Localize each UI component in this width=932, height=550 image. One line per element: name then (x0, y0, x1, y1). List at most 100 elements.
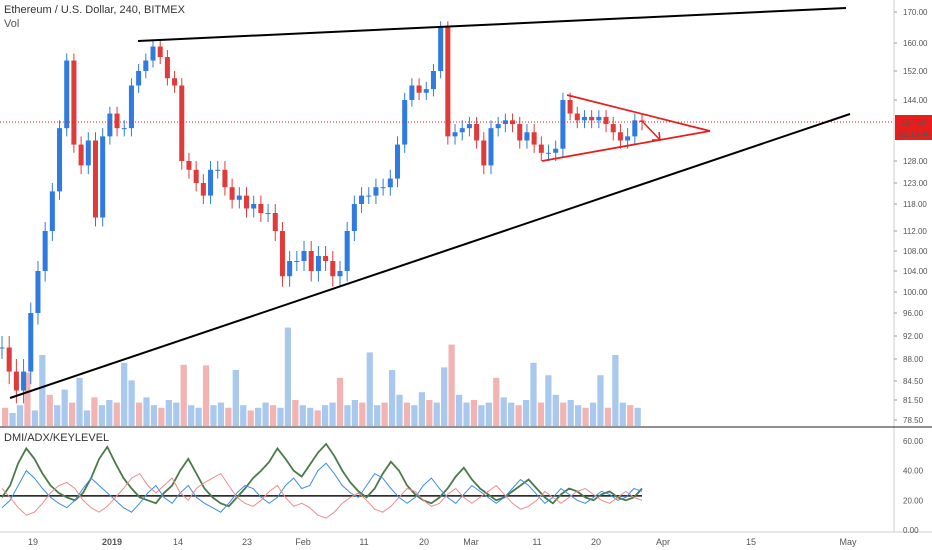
candle-body (625, 136, 631, 141)
candle-body (164, 57, 170, 79)
x-tick-label: 20 (419, 537, 429, 547)
candle-body (423, 89, 429, 93)
candle-body (366, 195, 372, 197)
candle-body (265, 213, 271, 214)
volume-bar (351, 400, 359, 426)
x-tick-label: 11 (359, 537, 368, 547)
volume-bar (106, 400, 113, 426)
current-price-label: 137.50 (901, 118, 926, 127)
candle-body (445, 27, 451, 137)
candle-body (402, 100, 408, 145)
volume-bar (210, 405, 217, 426)
volume-bar (619, 402, 626, 426)
volume-bar (98, 405, 105, 426)
candle-body (574, 113, 580, 121)
volume-bar (269, 405, 277, 426)
volume-bar (150, 405, 158, 426)
y-tick-label: 128.00 (903, 157, 928, 166)
indicator-label: DMI/ADX/KEYLEVEL (4, 432, 110, 444)
candle-body (416, 85, 422, 93)
x-tick-label: May (839, 537, 857, 547)
ascending-trendline (9, 113, 851, 399)
volume-bar (173, 402, 180, 426)
volume-bar (91, 397, 98, 426)
candle-body (49, 191, 55, 231)
volume-bar (552, 394, 559, 426)
volume-bar (329, 402, 336, 426)
y-tick-label: 152.00 (903, 67, 928, 76)
x-tick-label: 11 (532, 537, 541, 547)
candle-body (474, 124, 480, 141)
y-tick-label: 108.00 (903, 247, 928, 256)
candle-body (28, 313, 34, 372)
volume-bar (54, 405, 61, 426)
candle-body (581, 116, 587, 121)
candle-body (243, 195, 250, 209)
candle-body (21, 371, 27, 391)
y-tick-label: 96.00 (903, 309, 924, 318)
candle-body (617, 132, 623, 141)
candle-body (488, 128, 494, 166)
y-tick-label: 104.00 (903, 267, 928, 276)
candle-body (128, 85, 134, 129)
candle-body (466, 124, 472, 129)
candle-body (308, 251, 314, 271)
y-tick-label: 170.00 (903, 8, 928, 17)
volume-bar (46, 394, 53, 426)
volume-bar (158, 407, 165, 426)
volume-bar (567, 400, 574, 426)
candle-body (42, 231, 48, 271)
candle-body (330, 261, 336, 277)
candle-body (272, 213, 278, 231)
candle-body (107, 113, 113, 137)
candle-body (452, 132, 458, 137)
y-tick-label: 84.50 (903, 377, 924, 386)
candle-body (546, 152, 552, 154)
volume-bar (418, 392, 425, 426)
candle-body (143, 60, 149, 71)
candle-body (13, 371, 19, 391)
volume-bar (344, 405, 351, 426)
candle-body (481, 140, 487, 166)
arrow-shaft (642, 121, 661, 141)
volume-bar (314, 410, 321, 426)
volume-bar (411, 405, 418, 426)
candle-body (251, 204, 257, 209)
volume-bar (560, 402, 567, 426)
candle-body (538, 144, 544, 153)
indicator-y-tick: 40.00 (903, 467, 924, 476)
volume-bar (24, 372, 31, 426)
volume-bar (359, 402, 366, 426)
candle-body (495, 124, 501, 129)
volume-bar (396, 394, 403, 426)
candle-body (6, 347, 12, 372)
candle-body (438, 27, 444, 71)
volume-bar (121, 362, 128, 426)
x-tick-label: 15 (746, 537, 756, 547)
candle-body (85, 140, 91, 166)
volume-bar (9, 413, 16, 426)
candle-body (323, 256, 329, 261)
candle-body (179, 85, 185, 161)
candle-body (430, 71, 436, 90)
candle-body (78, 144, 84, 166)
candle-body (409, 85, 415, 100)
volume-bar (634, 407, 641, 426)
volume-bar (388, 370, 396, 426)
volume-bar (232, 370, 239, 426)
volume-bar (612, 355, 619, 426)
volume-bar (500, 397, 507, 426)
volume-bar (545, 375, 552, 426)
volume-bar (284, 327, 292, 426)
volume-bar (240, 405, 247, 426)
volume-bar (597, 375, 604, 426)
candle-body (57, 128, 63, 192)
candle-body (287, 261, 293, 277)
x-tick-label: Feb (295, 537, 311, 547)
candle-body (150, 46, 156, 61)
candle-body (502, 120, 508, 125)
volume-bar (463, 402, 470, 426)
volume-bar (433, 402, 440, 426)
candle-body (567, 100, 573, 114)
candle-body (589, 116, 595, 121)
